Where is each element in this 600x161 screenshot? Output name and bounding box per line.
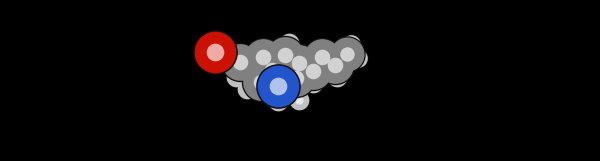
- Point: [231, 76, 241, 78]
- Point: [342, 53, 352, 55]
- Point: [353, 57, 363, 59]
- Point: [308, 82, 317, 84]
- Point: [280, 54, 290, 56]
- Point: [342, 53, 352, 55]
- Point: [330, 64, 340, 66]
- Point: [280, 53, 290, 56]
- Point: [308, 70, 318, 72]
- Point: [353, 57, 362, 59]
- Point: [273, 99, 283, 102]
- Point: [332, 76, 342, 78]
- Point: [210, 51, 220, 53]
- Point: [317, 55, 326, 58]
- Point: [353, 57, 363, 59]
- Point: [231, 76, 241, 78]
- Point: [235, 61, 245, 63]
- Point: [330, 64, 340, 66]
- Point: [210, 51, 220, 53]
- Point: [294, 62, 304, 64]
- Point: [273, 100, 283, 102]
- Point: [308, 69, 317, 72]
- Point: [258, 56, 268, 58]
- Point: [346, 43, 356, 45]
- Point: [339, 45, 349, 47]
- Point: [231, 76, 241, 78]
- Point: [284, 42, 294, 44]
- Point: [258, 55, 268, 58]
- Point: [294, 99, 304, 101]
- Point: [308, 82, 318, 84]
- Point: [256, 80, 266, 83]
- Point: [308, 70, 318, 72]
- Point: [242, 88, 252, 90]
- Point: [291, 77, 301, 79]
- Point: [267, 69, 277, 71]
- Point: [235, 60, 245, 63]
- Point: [346, 43, 356, 45]
- Point: [273, 85, 283, 87]
- Point: [267, 68, 277, 71]
- Point: [256, 81, 266, 83]
- Point: [273, 85, 283, 87]
- Point: [317, 56, 327, 58]
- Point: [294, 99, 304, 101]
- Point: [317, 56, 327, 58]
- Point: [273, 100, 283, 102]
- Point: [308, 82, 318, 84]
- Point: [291, 76, 301, 79]
- Point: [342, 52, 352, 55]
- Point: [267, 69, 277, 71]
- Point: [258, 56, 268, 58]
- Point: [210, 50, 220, 53]
- Point: [242, 88, 251, 90]
- Point: [284, 42, 293, 44]
- Point: [294, 99, 304, 101]
- Point: [332, 76, 342, 78]
- Point: [235, 61, 245, 63]
- Point: [330, 63, 340, 66]
- Point: [280, 54, 290, 56]
- Point: [339, 45, 349, 47]
- Point: [339, 45, 349, 47]
- Point: [294, 62, 304, 64]
- Point: [291, 77, 301, 79]
- Point: [273, 84, 283, 87]
- Point: [346, 43, 356, 45]
- Point: [284, 42, 294, 44]
- Point: [242, 88, 252, 90]
- Point: [332, 76, 341, 78]
- Point: [256, 81, 266, 83]
- Point: [294, 62, 304, 64]
